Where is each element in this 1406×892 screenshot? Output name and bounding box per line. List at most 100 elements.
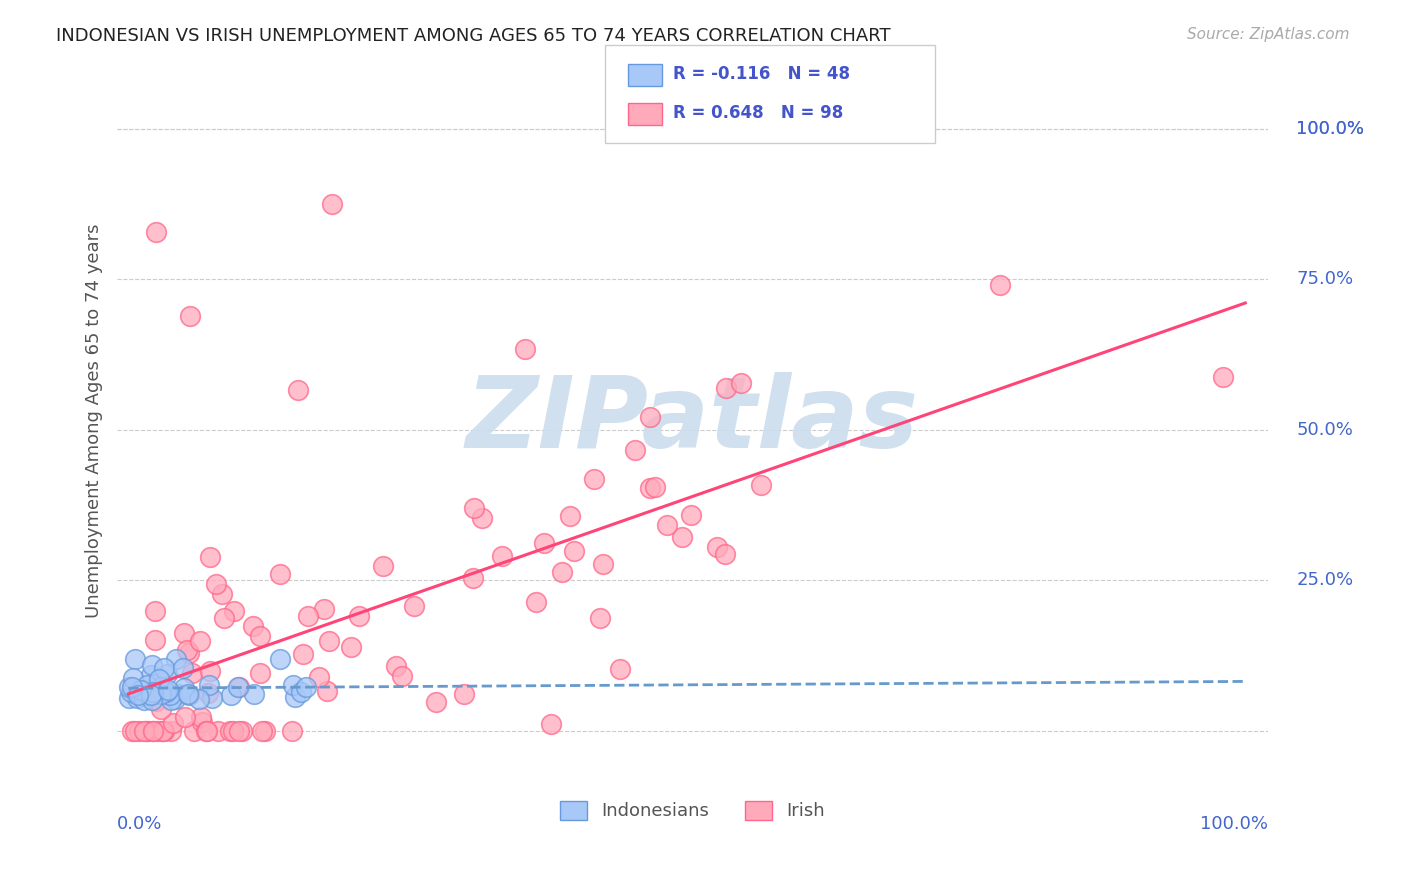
Point <box>129 682 152 697</box>
Point <box>242 618 264 632</box>
Point <box>207 724 229 739</box>
Point <box>128 724 150 739</box>
Point <box>188 691 211 706</box>
Point <box>644 480 666 494</box>
Point <box>491 549 513 564</box>
Point <box>318 634 340 648</box>
Point <box>150 686 173 700</box>
Point <box>533 536 555 550</box>
Point <box>284 690 307 705</box>
Point <box>281 678 304 692</box>
Point <box>190 633 212 648</box>
Point <box>269 566 291 581</box>
Text: Source: ZipAtlas.com: Source: ZipAtlas.com <box>1187 27 1350 42</box>
Point <box>181 665 204 680</box>
Point <box>560 508 582 523</box>
Point <box>371 558 394 573</box>
Point <box>163 691 186 706</box>
Point <box>132 693 155 707</box>
Point <box>197 686 219 700</box>
Point <box>136 678 159 692</box>
Point <box>165 652 187 666</box>
Point <box>638 409 661 424</box>
Text: 0.0%: 0.0% <box>117 815 163 833</box>
Text: R = -0.116   N = 48: R = -0.116 N = 48 <box>673 65 851 83</box>
Point <box>592 557 614 571</box>
Point <box>1212 369 1234 384</box>
Point <box>135 724 157 739</box>
Point <box>550 565 572 579</box>
Point <box>176 643 198 657</box>
Point <box>515 342 537 356</box>
Text: 100.0%: 100.0% <box>1296 120 1364 137</box>
Point <box>228 680 250 694</box>
Point <box>349 608 371 623</box>
Point <box>222 604 245 618</box>
Point <box>540 716 562 731</box>
Point <box>124 724 146 739</box>
Point <box>228 680 250 694</box>
Point <box>141 693 163 707</box>
Point <box>197 678 219 692</box>
Point <box>340 640 363 654</box>
Point <box>205 577 228 591</box>
Point <box>125 691 148 706</box>
Point <box>183 724 205 739</box>
Point <box>173 625 195 640</box>
Point <box>714 381 737 395</box>
Point <box>212 611 235 625</box>
Point <box>155 685 177 699</box>
Point <box>141 688 163 702</box>
Text: 100.0%: 100.0% <box>1296 120 1364 137</box>
Point <box>195 724 218 739</box>
Point <box>129 687 152 701</box>
Point <box>198 550 221 565</box>
Point <box>121 724 143 739</box>
Point <box>160 724 183 739</box>
Point <box>142 724 165 739</box>
Point <box>141 684 163 698</box>
Point <box>290 685 312 699</box>
Point <box>132 724 155 739</box>
Point <box>124 652 146 666</box>
Point <box>222 724 245 739</box>
Text: ZIPatlas: ZIPatlas <box>465 372 920 469</box>
Point <box>609 661 631 675</box>
Point <box>623 442 645 457</box>
Point <box>243 687 266 701</box>
Point <box>143 633 166 648</box>
Point <box>315 684 337 698</box>
Point <box>156 666 179 681</box>
Point <box>195 724 218 739</box>
Text: R = 0.648   N = 98: R = 0.648 N = 98 <box>673 104 844 122</box>
Point <box>166 687 188 701</box>
Point <box>671 530 693 544</box>
Point <box>122 672 145 686</box>
Text: 50.0%: 50.0% <box>1296 421 1353 439</box>
Point <box>679 508 702 523</box>
Point <box>149 687 172 701</box>
Point <box>148 672 170 686</box>
Point <box>191 714 214 729</box>
Point <box>402 599 425 614</box>
Point <box>149 702 172 716</box>
Text: 25.0%: 25.0% <box>1296 572 1354 590</box>
Point <box>136 724 159 739</box>
Point <box>297 608 319 623</box>
Point <box>250 724 273 739</box>
Point <box>179 309 201 323</box>
Point <box>588 611 610 625</box>
Point <box>211 587 233 601</box>
Point <box>152 661 174 675</box>
Point <box>120 684 142 698</box>
Point <box>127 688 149 702</box>
Point <box>162 716 184 731</box>
Point <box>281 724 304 739</box>
Point <box>201 691 224 706</box>
Point <box>219 724 242 739</box>
Point <box>524 595 547 609</box>
Point <box>160 692 183 706</box>
Text: 100.0%: 100.0% <box>1199 815 1268 833</box>
Point <box>425 695 447 709</box>
Legend: Indonesians, Irish: Indonesians, Irish <box>553 794 832 828</box>
